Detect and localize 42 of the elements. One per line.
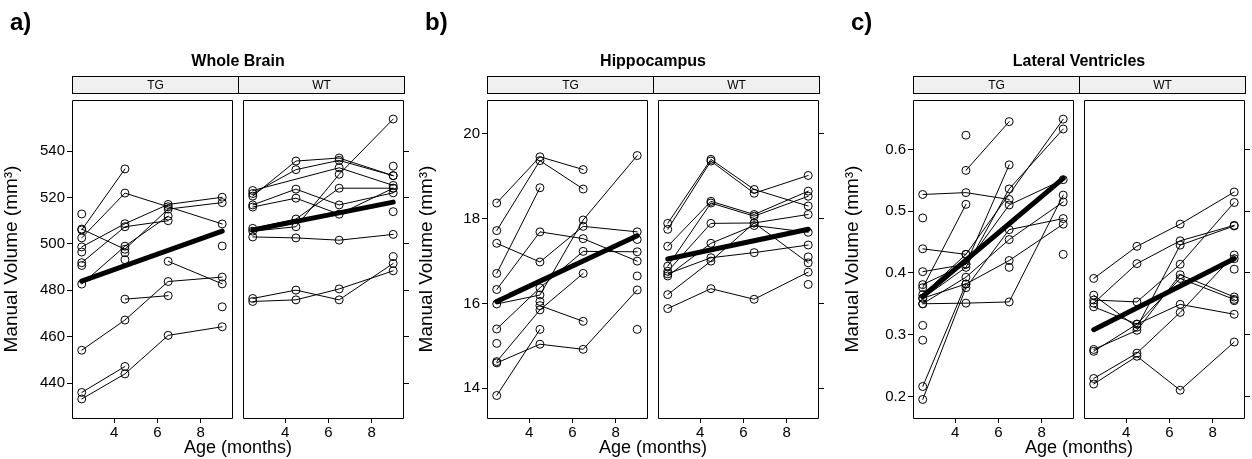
x-tick-label: 4 [950, 423, 960, 441]
chart-subtitle: TG [913, 76, 1080, 94]
chart-subtitle: WT [653, 76, 820, 94]
y-tick-label: 520 [39, 187, 65, 205]
y-axis-title: Manual Volume (mm³) [0, 165, 21, 353]
y-tick-label: 460 [39, 326, 65, 344]
text: b) [425, 8, 448, 36]
y-tick-label: 18 [463, 208, 480, 226]
x-tick-label: 4 [109, 423, 119, 441]
y-tick-label: 0.4 [885, 263, 906, 281]
x-tick-label: 8 [782, 423, 791, 441]
x-tick-label: 6 [568, 423, 577, 441]
chart-title: Lateral Ventricles [1011, 52, 1147, 70]
y-tick-label: 20 [463, 124, 480, 142]
chart-subtitle: WT [238, 76, 405, 94]
x-tick-label: 8 [367, 423, 376, 441]
y-tick-label: 16 [463, 293, 480, 311]
y-tick-label: 0.2 [885, 386, 906, 404]
x-tick-label: 6 [1165, 423, 1174, 441]
y-tick-label: 480 [39, 280, 65, 298]
x-tick-label: 6 [324, 423, 333, 441]
chart-subtitle: TG [487, 76, 654, 94]
chart-title: Whole Brain [190, 52, 286, 70]
y-axis-title: Manual Volume (mm³) [414, 165, 436, 353]
chart-subtitle: TG [72, 76, 239, 94]
text: a) [10, 8, 32, 36]
y-tick-label: 0.5 [885, 201, 906, 219]
x-tick-label: 6 [739, 423, 748, 441]
y-tick-label: 500 [39, 234, 65, 252]
y-tick-label: 0.6 [885, 139, 906, 157]
text: c) [851, 8, 873, 36]
y-tick-label: 0.3 [885, 324, 906, 342]
y-axis-title: Manual Volume (mm³) [840, 165, 862, 353]
y-tick-label: 14 [463, 378, 480, 396]
chart-title: Hippocampus [599, 52, 707, 70]
y-tick-label: 440 [39, 373, 65, 391]
x-tick-label: 6 [994, 423, 1003, 441]
chart-subtitle: WT [1079, 76, 1246, 94]
y-tick-label: 540 [39, 141, 65, 159]
x-tick-label: 6 [153, 423, 162, 441]
x-tick-label: 8 [1208, 423, 1217, 441]
x-tick-label: 4 [524, 423, 534, 441]
